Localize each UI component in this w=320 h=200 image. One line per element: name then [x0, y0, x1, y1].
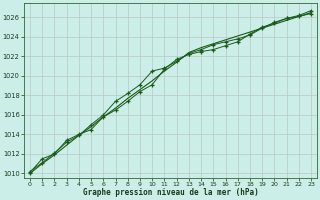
X-axis label: Graphe pression niveau de la mer (hPa): Graphe pression niveau de la mer (hPa) [83, 188, 258, 197]
